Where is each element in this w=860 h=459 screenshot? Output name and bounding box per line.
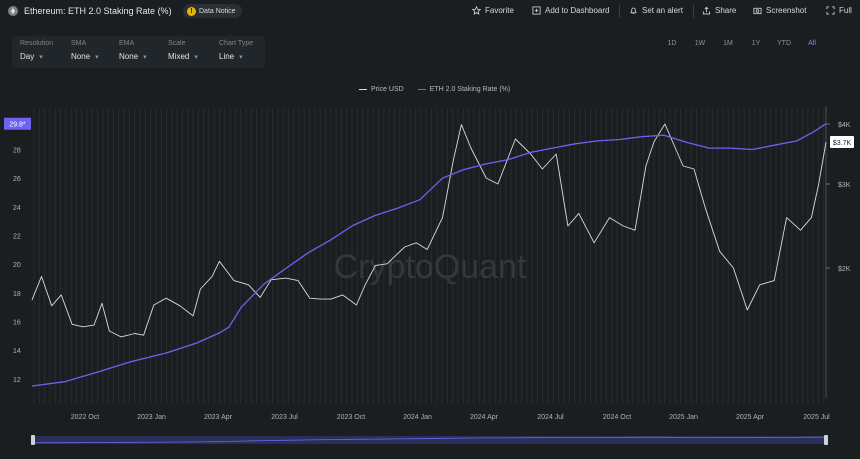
price-line bbox=[31, 123, 827, 338]
y-left-tick-label: 12 bbox=[13, 377, 21, 384]
chart-type-label: Chart Type bbox=[219, 40, 254, 47]
data-notice-button[interactable]: ! Data Notice bbox=[183, 4, 242, 18]
resolution-label: Resolution bbox=[20, 40, 54, 47]
price-current-label: $3.7K bbox=[833, 140, 852, 147]
chart-type-select[interactable]: Chart Type Line bbox=[219, 40, 253, 61]
range-navigator bbox=[32, 436, 828, 444]
x-tick-label: 2023 Jan bbox=[137, 414, 166, 421]
y-left-tick-label: 22 bbox=[13, 234, 21, 241]
navigator-handle-right[interactable] bbox=[824, 435, 828, 445]
range-ytd-button[interactable]: YTD bbox=[777, 40, 791, 47]
y-left-tick-label: 16 bbox=[13, 319, 21, 326]
toolbar-divider bbox=[619, 5, 620, 18]
ethereum-icon bbox=[8, 6, 18, 16]
data-notice-label: Data Notice bbox=[199, 7, 236, 15]
x-tick-label: 2023 Jul bbox=[271, 414, 298, 421]
share-label: Share bbox=[715, 6, 737, 15]
screenshot-label: Screenshot bbox=[766, 6, 807, 15]
bell-icon bbox=[630, 7, 637, 15]
fullscreen-label: Full bbox=[839, 6, 852, 15]
favorite-button[interactable]: Favorite bbox=[472, 6, 514, 15]
legend-label-price: Price USD bbox=[371, 86, 404, 93]
set-alert-label: Set an alert bbox=[642, 6, 683, 15]
legend-swatch-staking bbox=[417, 89, 426, 90]
legend-swatch-price bbox=[359, 89, 367, 90]
x-tick-label: 2024 Jul bbox=[537, 414, 564, 421]
fullscreen-icon bbox=[826, 6, 835, 15]
add-dashboard-icon bbox=[532, 6, 541, 15]
x-tick-label: 2025 Jul bbox=[803, 414, 830, 421]
top-bar: Ethereum: ETH 2.0 Staking Rate (%) ! Dat… bbox=[0, 0, 860, 24]
y-left-tick-label: 14 bbox=[13, 348, 21, 355]
resolution-value: Day bbox=[20, 52, 53, 61]
x-tick-label: 2023 Apr bbox=[204, 414, 233, 421]
range-selector: 1D 1W 1M 1Y YTD All bbox=[658, 40, 826, 47]
scale-value: Mixed bbox=[168, 52, 198, 61]
y-left-tick-label: 24 bbox=[13, 205, 21, 212]
screenshot-button[interactable]: Screenshot bbox=[753, 6, 806, 15]
range-1d-button[interactable]: 1D bbox=[667, 40, 677, 47]
chart-type-value: Line bbox=[219, 52, 253, 61]
scale-select[interactable]: Scale Mixed bbox=[168, 40, 198, 61]
grid-lines bbox=[33, 108, 825, 404]
chart-controls: Resolution Day SMA None EMA None Scale M… bbox=[12, 36, 265, 68]
sma-value: None bbox=[71, 52, 99, 61]
x-tick-label: 2024 Oct bbox=[603, 414, 631, 421]
resolution-select[interactable]: Resolution Day bbox=[20, 40, 53, 61]
scale-label: Scale bbox=[168, 40, 186, 47]
range-1w-button[interactable]: 1W bbox=[694, 40, 706, 47]
ema-label: EMA bbox=[119, 40, 135, 47]
add-to-dashboard-label: Add to Dashboard bbox=[545, 6, 610, 15]
camera-icon bbox=[753, 7, 762, 15]
watermark-logo: CryptoQuant bbox=[334, 248, 527, 286]
range-1y-button[interactable]: 1Y bbox=[751, 40, 761, 47]
toolbar-divider bbox=[693, 5, 694, 18]
fullscreen-button[interactable]: Full bbox=[826, 6, 852, 15]
add-to-dashboard-button[interactable]: Add to Dashboard bbox=[532, 6, 610, 15]
legend-item-price[interactable]: Price USD bbox=[359, 86, 404, 93]
ema-select[interactable]: EMA None bbox=[119, 40, 147, 61]
y-right-tick-label: $3K bbox=[838, 182, 851, 189]
chart-area[interactable]: CryptoQuant 12 14 16 18 20 22 24 26 28 $4K $3K $2K 20… bbox=[0, 100, 860, 459]
share-icon bbox=[702, 6, 711, 15]
x-tick-label: 2024 Jan bbox=[403, 414, 432, 421]
sma-select[interactable]: SMA None bbox=[71, 40, 99, 61]
range-all-button[interactable]: All bbox=[808, 40, 816, 47]
chart-legend: Price USD ETH 2.0 Staking Rate (%) bbox=[359, 86, 510, 93]
page-title: Ethereum: ETH 2.0 Staking Rate (%) bbox=[24, 6, 172, 16]
y-left-tick-label: 18 bbox=[13, 291, 21, 298]
y-left-tick-label: 26 bbox=[13, 176, 21, 183]
x-tick-label: 2022 Oct bbox=[71, 414, 99, 421]
navigator-handle-left[interactable] bbox=[31, 435, 35, 445]
star-icon bbox=[472, 6, 481, 15]
legend-item-staking[interactable]: ETH 2.0 Staking Rate (%) bbox=[417, 86, 511, 93]
price-current-box bbox=[830, 136, 854, 148]
y-left-tick-label: 28 bbox=[13, 148, 21, 155]
x-tick-label: 2025 Jan bbox=[669, 414, 698, 421]
favorite-label: Favorite bbox=[485, 6, 514, 15]
x-tick-label: 2025 Apr bbox=[736, 414, 765, 421]
ema-value: None bbox=[119, 52, 147, 61]
y-right-tick-label: $4K bbox=[838, 122, 851, 129]
set-alert-button[interactable]: Set an alert bbox=[629, 6, 683, 15]
share-button[interactable]: Share bbox=[702, 6, 736, 15]
navigator-line bbox=[31, 436, 827, 444]
staking-current-label: 29.8* bbox=[9, 122, 26, 129]
range-1m-button[interactable]: 1M bbox=[723, 40, 733, 47]
x-tick-label: 2023 Oct bbox=[337, 414, 365, 421]
warning-icon: ! bbox=[187, 6, 196, 16]
x-tick-label: 2024 Apr bbox=[470, 414, 499, 421]
staking-current-box bbox=[4, 117, 31, 130]
y-right-tick-label: $2K bbox=[838, 266, 851, 273]
y-left-tick-label: 20 bbox=[13, 262, 21, 269]
legend-label-staking: ETH 2.0 Staking Rate (%) bbox=[429, 86, 511, 93]
staking-rate-line bbox=[31, 123, 827, 387]
sma-label: SMA bbox=[71, 40, 87, 47]
